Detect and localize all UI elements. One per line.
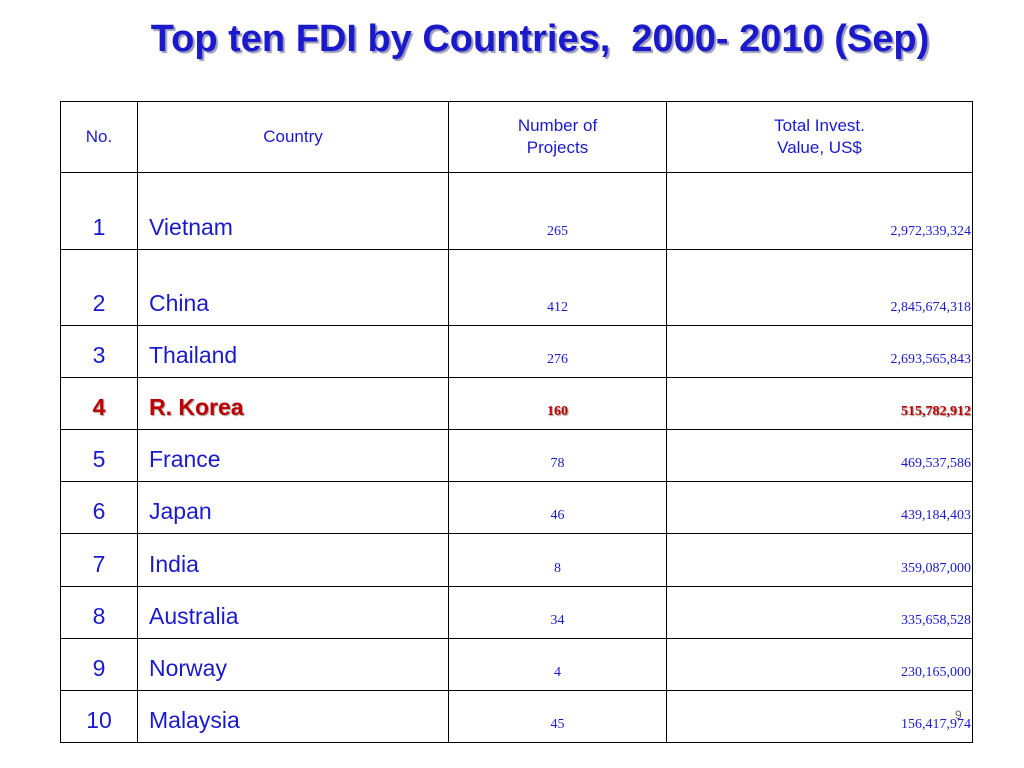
header-cell: Country [137,101,449,173]
table-cell: 359,087,000 [666,533,973,587]
table-cell-text: France [149,446,221,472]
table-cell: 469,537,586 [666,429,973,482]
table-cell: Norway [137,638,449,691]
table-cell: 412 [448,249,667,326]
table-cell-text: Japan [149,498,212,524]
table-cell-text: Thailand [149,342,238,368]
table-cell-text: 4 [92,394,106,420]
table-cell-text: 2,845,674,318 [890,300,972,315]
table-cell-text: 230,165,000 [901,665,971,680]
table: No. Country Number of Projects Total Invest… [60,101,973,743]
header-cell-text: Country [263,127,323,146]
header-cell-text: Total Invest. Value, US$ [774,116,865,157]
table-cell: Vietnam [137,172,449,250]
table-cell-text: 412 [547,300,568,315]
table-cell-text: R. Korea [149,394,244,420]
table-cell: 439,184,403 [666,481,973,534]
table-cell: 230,165,000 [666,638,973,691]
table-cell-text: 160 [547,404,568,419]
table-cell: 335,658,528 [666,586,973,639]
title: Top ten FDI by Countries, 2000- 2010 (Se… [150,18,930,60]
header-cell: No. [60,101,138,173]
table-cell: 78 [448,429,667,482]
table-cell: 10 [60,690,138,743]
page-number: 9 [955,708,962,722]
table-cell-text: 2,693,565,843 [890,352,972,367]
table-cell-text: 4 [554,665,561,680]
table-cell-text: 46 [550,508,565,523]
table-cell-text: 3 [92,342,106,368]
table-cell-text: 359,087,000 [901,561,971,576]
table-cell: Thailand [137,325,449,378]
table-cell: 46 [448,481,667,534]
table-cell-text: India [149,551,199,577]
table-cell: 515,782,912 [666,377,973,430]
table-cell-text: Malaysia [149,707,240,733]
header-cell: Total Invest. Value, US$ [666,101,973,173]
table-cell: 3 [60,325,138,378]
table-cell: 1 [60,172,138,250]
table-cell: 276 [448,325,667,378]
table-cell: 2 [60,249,138,326]
table-cell-text: 9 [92,655,106,681]
table-cell-text: 2 [92,290,106,316]
table-cell: India [137,533,449,587]
header-cell-text: Number of Projects [517,116,598,157]
table-cell: 2,845,674,318 [666,249,973,326]
table-cell: France [137,429,449,482]
table-cell: Japan [137,481,449,534]
table-cell: 265 [448,172,667,250]
table-cell-text: 335,658,528 [901,613,971,628]
table-cell: China [137,249,449,326]
table-cell-text: Australia [149,603,239,629]
table-cell: 9 [60,638,138,691]
table-cell: 6 [60,481,138,534]
table-cell-text: Norway [149,655,227,681]
table-cell-text: 8 [554,561,561,576]
header-cell: Number of Projects [448,101,667,173]
header-cell-text: No. [85,127,113,146]
table-cell: 4 [448,638,667,691]
table-cell: 156,417,974 [666,690,973,743]
table-cell-text: 276 [547,352,568,367]
table-cell-text: 1 [92,214,106,240]
table-cell-text: 515,782,912 [901,404,971,419]
table-cell-text: 2,972,339,324 [890,224,972,239]
table-cell: R. Korea [137,377,449,430]
table-cell: Australia [137,586,449,639]
table-cell: 8 [448,533,667,587]
table-cell-text: 34 [550,613,565,628]
table-cell-text: China [149,290,210,316]
table-cell-text: 6 [92,498,106,524]
table-cell: Malaysia [137,690,449,743]
table-cell-text: 469,537,586 [901,456,971,471]
table-cell: 34 [448,586,667,639]
table-cell: 2,972,339,324 [666,172,973,250]
table-cell: 2,693,565,843 [666,325,973,378]
table-cell-text: 10 [86,707,112,733]
table-cell: 7 [60,533,138,587]
table-cell: 8 [60,586,138,639]
table-cell: 45 [448,690,667,743]
table-cell: 5 [60,429,138,482]
table-cell-text: Vietnam [149,214,233,240]
table-cell-text: 265 [547,224,568,239]
table-cell: 160 [448,377,667,430]
table-cell-text: 439,184,403 [901,508,971,523]
table-cell-text: 5 [92,446,106,472]
table-cell-text: 156,417,974 [901,717,971,732]
table-cell-text: 8 [92,603,106,629]
table-cell-text: 7 [92,551,106,577]
table-cell-text: 45 [550,717,565,732]
table-cell-text: 78 [550,456,565,471]
table-cell: 4 [60,377,138,430]
